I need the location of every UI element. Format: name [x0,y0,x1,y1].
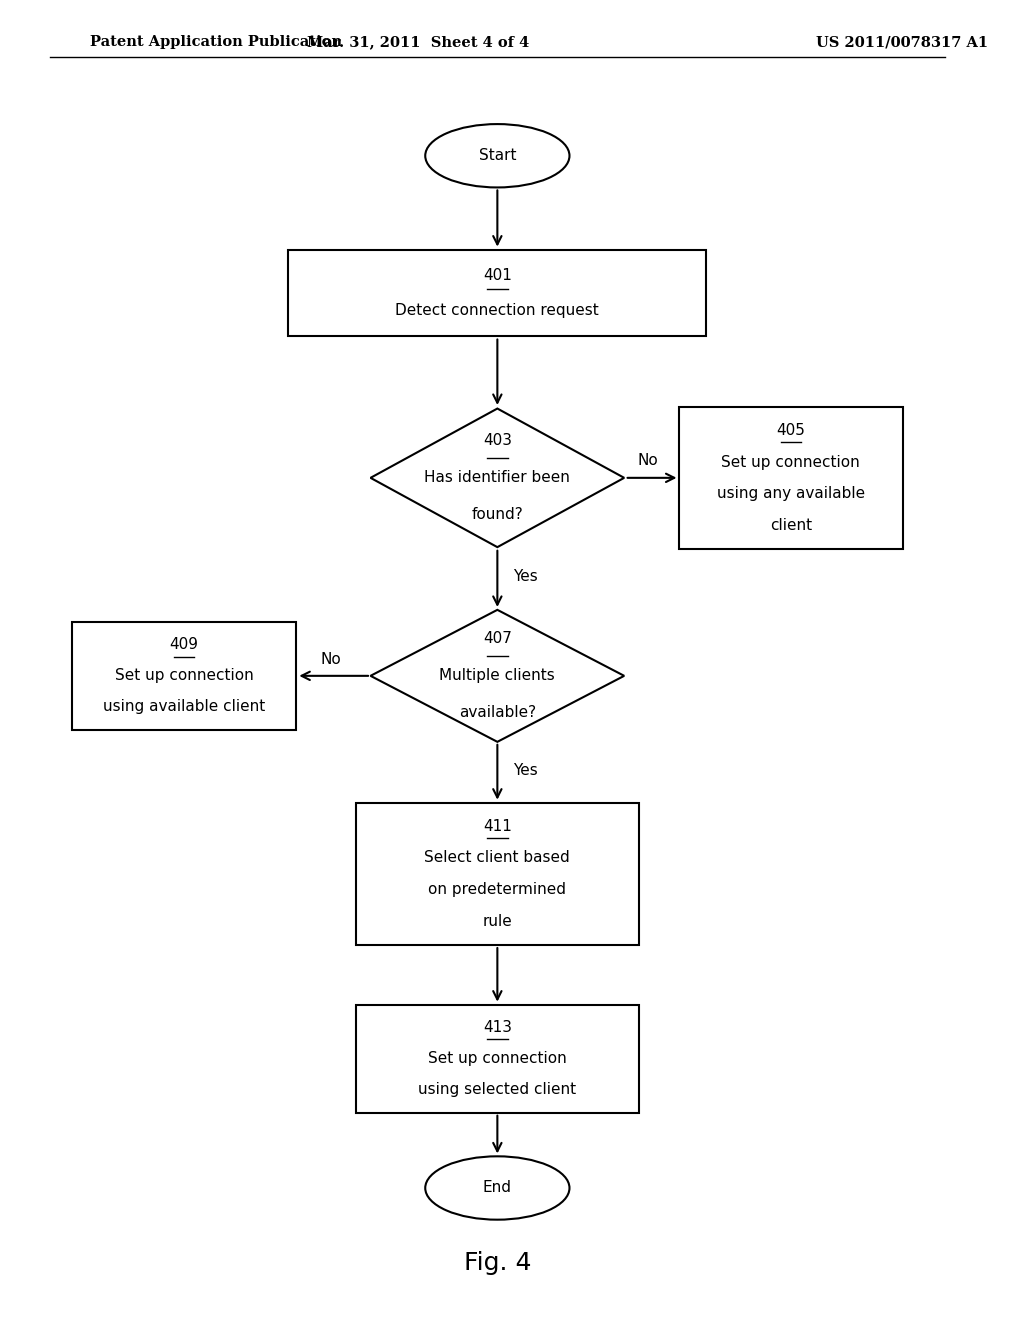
Text: No: No [637,453,658,469]
Text: End: End [483,1180,512,1196]
Bar [355,803,639,945]
Text: Set up connection: Set up connection [722,454,860,470]
Text: Set up connection: Set up connection [428,1051,566,1067]
Text: client: client [770,517,812,533]
Text: Multiple clients: Multiple clients [439,668,555,684]
Text: US 2011/0078317 A1: US 2011/0078317 A1 [816,36,988,49]
Text: rule: rule [482,913,512,929]
Bar [679,407,903,549]
Text: Detect connection request: Detect connection request [395,302,599,318]
Text: Patent Application Publication: Patent Application Publication [89,36,342,49]
Text: found?: found? [471,507,523,523]
Text: using selected client: using selected client [418,1082,577,1097]
Text: available?: available? [459,705,536,721]
Text: 405: 405 [776,422,805,438]
Text: Mar. 31, 2011  Sheet 4 of 4: Mar. 31, 2011 Sheet 4 of 4 [306,36,529,49]
Text: No: No [321,652,342,668]
Bar [289,251,707,335]
Text: Fig. 4: Fig. 4 [464,1251,531,1275]
Text: using any available: using any available [717,486,865,502]
Text: on predetermined: on predetermined [428,882,566,898]
Bar [355,1005,639,1113]
Text: Yes: Yes [513,763,538,779]
Text: 401: 401 [483,268,512,284]
Text: Set up connection: Set up connection [115,668,253,684]
Text: 403: 403 [483,433,512,449]
Text: Has identifier been: Has identifier been [424,470,570,486]
Text: 409: 409 [170,638,199,652]
Text: Start: Start [478,148,516,164]
Text: 407: 407 [483,631,512,647]
Text: 413: 413 [483,1020,512,1035]
Text: 411: 411 [483,818,512,834]
Text: Select client based: Select client based [425,850,570,866]
Bar [72,622,296,730]
Text: using available client: using available client [102,700,265,714]
Text: Yes: Yes [513,569,538,585]
